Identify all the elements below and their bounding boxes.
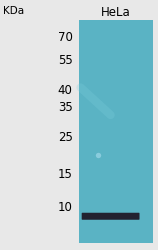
Text: 70: 70 [58, 31, 73, 44]
FancyBboxPatch shape [82, 213, 140, 220]
Text: 35: 35 [58, 101, 73, 114]
Text: 40: 40 [58, 84, 73, 96]
Bar [79, 20, 153, 242]
Text: 15: 15 [58, 168, 73, 181]
Point [97, 153, 99, 157]
Text: KDa: KDa [3, 6, 24, 16]
Text: HeLa: HeLa [101, 6, 131, 19]
Text: 55: 55 [58, 54, 73, 66]
Text: 25: 25 [58, 131, 73, 144]
Text: 10: 10 [58, 201, 73, 214]
